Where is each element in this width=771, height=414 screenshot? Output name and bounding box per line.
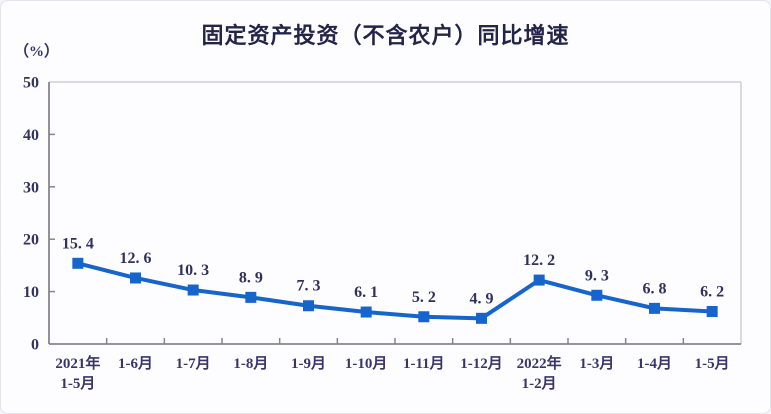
x-tick-label: 1-2月: [522, 375, 557, 392]
x-tick-label: 2022年: [517, 354, 562, 372]
data-point-label: 7. 3: [297, 278, 321, 295]
data-points: 15. 4 12. 6 10. 3 8. 9 7. 3 6. 1 5. 2 4. 9 12. 2…: [62, 235, 724, 324]
x-tick-label: 1-5月: [60, 375, 95, 392]
data-point-label: 6. 2: [700, 284, 724, 301]
y-tick-label: 20: [23, 232, 39, 249]
data-point-marker: [706, 306, 718, 318]
x-tick-label: 2021年: [55, 354, 100, 372]
x-tick-label: 1-12月: [460, 355, 503, 372]
data-series-line: [75, 261, 715, 321]
data-point-label: 5. 2: [412, 289, 436, 306]
data-point-label: 15. 4: [62, 235, 94, 252]
data-point-marker: [245, 291, 257, 303]
data-point-marker: [476, 312, 487, 324]
y-axis: 0 10 20 30 40 50: [23, 75, 55, 354]
data-point-marker: [533, 274, 545, 286]
y-tick-label: 40: [23, 127, 39, 144]
data-point-marker: [591, 289, 603, 301]
y-tick-label: 10: [23, 284, 39, 301]
data-point-label: 6. 1: [354, 284, 378, 301]
data-point-label: 6. 8: [643, 280, 667, 297]
y-tick-label: 50: [23, 75, 39, 92]
x-tick-label: 1-7月: [176, 355, 211, 372]
x-tick-label: 1-4月: [637, 355, 672, 372]
y-tick-label: 0: [31, 337, 39, 354]
data-point-label: 12. 2: [523, 252, 555, 269]
x-tick-label: 1-9月: [291, 355, 326, 372]
x-tick-label: 1-8月: [233, 355, 268, 372]
x-tick-label: 1-10月: [345, 355, 388, 372]
y-tick-label: 30: [23, 179, 39, 196]
data-point-label: 10. 3: [177, 262, 209, 279]
data-point-label: 12. 6: [120, 250, 152, 267]
x-tick-label: 1-11月: [403, 355, 445, 372]
data-point-label: 9. 3: [585, 267, 609, 284]
chart-title: 固定资产投资（不含农户）同比增速: [201, 23, 570, 48]
data-point-marker: [649, 302, 660, 314]
data-point-marker: [360, 306, 372, 318]
x-tick-label: 1-6月: [118, 355, 153, 372]
data-point-marker: [130, 272, 141, 284]
data-point-label: 4. 9: [470, 290, 494, 307]
data-point-label: 8. 9: [239, 269, 263, 286]
data-point-marker: [72, 257, 84, 269]
x-axis: 2021年 1-5月 1-6月 1-7月 1-8月 1-9月 1-10月 1-11月 1-12月…: [55, 338, 730, 392]
x-tick-label: 1-3月: [579, 355, 614, 372]
y-axis-unit-label: （%）: [14, 44, 60, 60]
data-point-marker: [418, 311, 430, 323]
data-point-marker: [187, 284, 199, 296]
data-point-marker: [303, 300, 314, 312]
x-tick-label: 1-5月: [695, 355, 730, 372]
